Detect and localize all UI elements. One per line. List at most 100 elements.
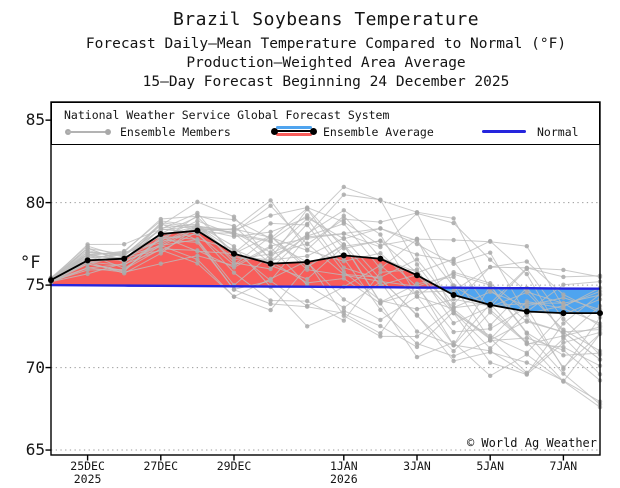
ensemble-average-dot <box>304 259 311 266</box>
ensemble-member-dot <box>378 232 383 237</box>
ensemble-member-dot <box>561 301 566 306</box>
ensemble-member-dot <box>524 265 529 271</box>
ensemble-member-dot <box>305 324 310 329</box>
ensemble-member-dot <box>378 226 383 231</box>
ensemble-member-dot <box>195 237 200 242</box>
ensemble-member-dot <box>488 250 493 255</box>
ensemble-member-dot <box>524 299 529 304</box>
legend-average-label: Ensemble Average <box>323 125 434 139</box>
x-tick-label: 7JAN <box>549 459 578 473</box>
ensemble-member-dot <box>488 264 493 270</box>
ensemble-member-dot <box>561 292 566 297</box>
ensemble-member-dot <box>158 261 163 266</box>
ensemble-member-line <box>50 243 601 405</box>
ensemble-member-line <box>50 228 601 352</box>
ensemble-member-dot <box>231 247 237 252</box>
ensemble-member-dot <box>305 248 310 253</box>
y-tick-label: 80 <box>25 192 45 212</box>
ensemble-member-dot <box>561 340 566 345</box>
ensemble-member-dot <box>195 199 200 205</box>
ensemble-average-dot <box>267 260 274 267</box>
ensemble-member-dot <box>451 358 456 364</box>
ensemble-member-dot <box>305 216 310 221</box>
ensemble-member-dot <box>414 294 420 299</box>
ensemble-member-dot <box>341 208 346 213</box>
ensemble-member-dot <box>561 353 566 358</box>
ensemble-member-dot <box>414 329 420 334</box>
ensemble-member-dot <box>341 318 346 323</box>
ensemble-member-dot <box>414 257 420 262</box>
ensemble-member-dot <box>451 216 456 221</box>
ensemble-member-dot <box>305 264 310 269</box>
ensemble-average-swatch-icon <box>271 126 317 136</box>
ensemble-average-dot <box>121 255 128 262</box>
ensemble-member-dot <box>231 226 237 232</box>
ensemble-members-swatch-icon <box>65 129 111 135</box>
ensemble-member-dot <box>488 348 493 354</box>
ensemble-member-dot <box>451 271 456 277</box>
x-tick-year-label: 2025 <box>73 472 102 486</box>
ensemble-member-dot <box>414 238 420 243</box>
chart-subtitle-2: Production–Weighted Area Average <box>186 55 466 71</box>
normal-swatch-icon <box>482 130 526 133</box>
ensemble-member-dot <box>524 335 529 341</box>
ensemble-member-dot <box>561 366 566 372</box>
ensemble-average-dot <box>231 250 237 257</box>
ensemble-member-dot <box>488 282 493 288</box>
ensemble-member-dot <box>451 220 456 226</box>
ensemble-average-dot <box>450 291 457 298</box>
ensemble-member-dot <box>561 329 566 335</box>
ensemble-member-dot <box>305 253 310 259</box>
ensemble-member-dot <box>488 310 493 315</box>
ensemble-member-dot <box>158 225 163 231</box>
ensemble-member-dot <box>414 354 420 360</box>
ensemble-member-dot <box>268 301 273 307</box>
ensemble-member-dot <box>305 304 310 309</box>
ensemble-member-dot <box>378 307 383 313</box>
ensemble-average-dot <box>414 272 420 279</box>
ensemble-member-line <box>50 246 601 346</box>
ensemble-member-dot <box>378 275 383 280</box>
ensemble-member-dot <box>122 269 127 274</box>
ensemble-member-dot <box>561 336 566 341</box>
ensemble-member-dot <box>158 221 163 226</box>
ensemble-member-dot <box>561 316 566 322</box>
ensemble-member-dot <box>561 344 566 350</box>
ensemble-member-dot <box>341 259 346 264</box>
ensemble-member-dot <box>561 379 566 384</box>
ensemble-member-dot <box>561 348 566 353</box>
ensemble-member-dot <box>122 263 127 268</box>
ensemble-member-dot <box>561 295 566 300</box>
ensemble-member-dot <box>414 306 420 312</box>
ensemble-member-dot <box>341 184 346 190</box>
y-tick-label: 75 <box>25 275 45 295</box>
ensemble-member-dot <box>451 311 456 316</box>
y-tick-label: 65 <box>25 440 45 460</box>
x-tick-label: 27DEC <box>143 459 179 473</box>
ensemble-member-dot <box>341 221 346 226</box>
ensemble-member-dot <box>414 210 420 216</box>
ensemble-member-dot <box>378 323 383 329</box>
ensemble-member-dot <box>195 221 200 227</box>
ensemble-member-dot <box>414 262 420 267</box>
ensemble-member-dot <box>195 257 200 262</box>
ensemble-member-dot <box>524 259 529 264</box>
ensemble-member-dot <box>341 297 346 302</box>
ensemble-member-dot <box>268 256 273 262</box>
ensemble-member-dot <box>268 298 273 303</box>
ensemble-member-dot <box>561 267 566 273</box>
ensemble-member-dot <box>341 272 346 278</box>
ensemble-member-dot <box>451 343 456 348</box>
ensemble-average-dot <box>523 308 530 315</box>
ensemble-member-line <box>50 212 601 304</box>
normal-line <box>50 283 601 290</box>
ensemble-member-dot <box>195 261 200 266</box>
ensemble-member-dot <box>378 300 383 305</box>
ensemble-member-dot <box>488 336 493 341</box>
ensemble-member-dot <box>341 216 346 222</box>
ensemble-member-dot <box>231 257 237 262</box>
ensemble-member-dot <box>305 276 310 282</box>
ensemble-member-dot <box>414 341 420 346</box>
ensemble-member-dot <box>488 323 493 328</box>
ensemble-member-dot <box>378 263 383 268</box>
